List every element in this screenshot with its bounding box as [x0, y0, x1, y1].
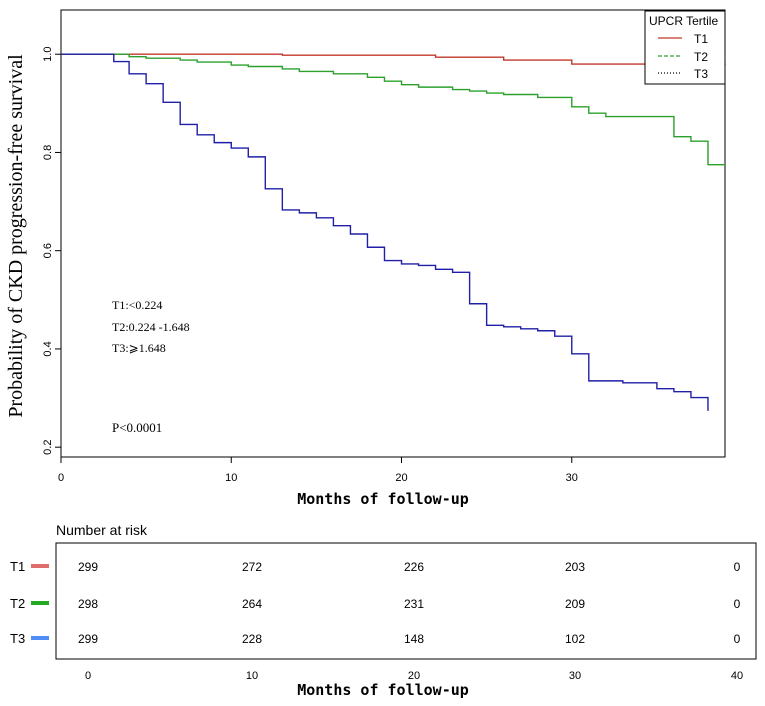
legend-label-t2: T2 — [694, 50, 708, 64]
risk-table-x-label: Months of follow-up — [297, 681, 469, 699]
risk-row-label-t1: T1 — [10, 559, 25, 574]
risk-x-tick-label: 30 — [569, 670, 581, 682]
legend-box — [644, 10, 726, 85]
y-tick-label: 0.6 — [42, 243, 54, 258]
legend-label-t1: T1 — [694, 32, 708, 46]
legend-label-t3: T3 — [694, 67, 708, 81]
risk-cell: 299 — [78, 560, 98, 574]
risk-cell: 231 — [404, 597, 424, 611]
risk-cell: 298 — [78, 597, 98, 611]
risk-cell: 102 — [565, 632, 585, 646]
y-tick-label: 0.8 — [42, 145, 54, 160]
x-tick-label: 20 — [395, 472, 407, 484]
risk-cell: 299 — [78, 632, 98, 646]
x-axis-label: Months of follow-up — [297, 490, 469, 508]
p-value: P<0.0001 — [112, 420, 162, 435]
y-axis-label: Probability of CKD progression-free surv… — [5, 54, 27, 418]
risk-cell: 209 — [565, 597, 585, 611]
risk-table-rows: T1 299 272 226 203 0 T2 298 264 231 209 0 T3 299 228 14… — [10, 559, 741, 646]
risk-table-title: Number at risk — [56, 522, 148, 538]
x-tick-label: 0 — [58, 472, 64, 484]
risk-row-label-t2: T2 — [10, 596, 25, 611]
risk-cell: 0 — [734, 597, 741, 611]
annotation-t3: T3:⩾1.648 — [112, 341, 166, 355]
risk-cell: 228 — [242, 632, 262, 646]
y-axis-ticks: 0.2 0.4 0.6 0.8 1.0 — [42, 47, 61, 455]
plot-frame — [60, 9, 726, 458]
legend: UPCR Tertile T1 T2 T3 — [644, 10, 726, 85]
survival-curve-t1 — [61, 53, 726, 66]
survival-curve-t3 — [61, 53, 709, 411]
risk-x-tick-label: 0 — [85, 670, 91, 682]
x-tick-label: 30 — [566, 472, 578, 484]
risk-cell: 0 — [734, 560, 741, 574]
risk-cell: 272 — [242, 560, 262, 574]
y-tick-label: 0.2 — [42, 440, 54, 455]
risk-row-label-t3: T3 — [10, 631, 25, 646]
annotation-t2: T2:0.224 -1.648 — [112, 320, 190, 334]
survival-curve-t2 — [61, 53, 725, 166]
risk-x-tick-label: 40 — [731, 670, 743, 682]
risk-cell: 203 — [565, 560, 585, 574]
risk-cell: 264 — [242, 597, 262, 611]
y-tick-label: 0.4 — [42, 341, 54, 356]
risk-table-frame — [55, 542, 757, 660]
x-axis-ticks: 0 10 20 30 — [58, 457, 578, 484]
risk-x-tick-label: 20 — [408, 670, 420, 682]
risk-table-x-ticks: 0 10 20 30 40 — [85, 670, 743, 682]
y-tick-label: 1.0 — [42, 47, 54, 62]
risk-cell: 0 — [734, 632, 741, 646]
survival-curves — [61, 53, 726, 411]
risk-cell: 226 — [404, 560, 424, 574]
x-tick-label: 10 — [225, 472, 237, 484]
risk-cell: 148 — [404, 632, 424, 646]
legend-title: UPCR Tertile — [649, 14, 718, 28]
risk-x-tick-label: 10 — [246, 670, 258, 682]
annotation-t1: T1:<0.224 — [112, 298, 162, 312]
